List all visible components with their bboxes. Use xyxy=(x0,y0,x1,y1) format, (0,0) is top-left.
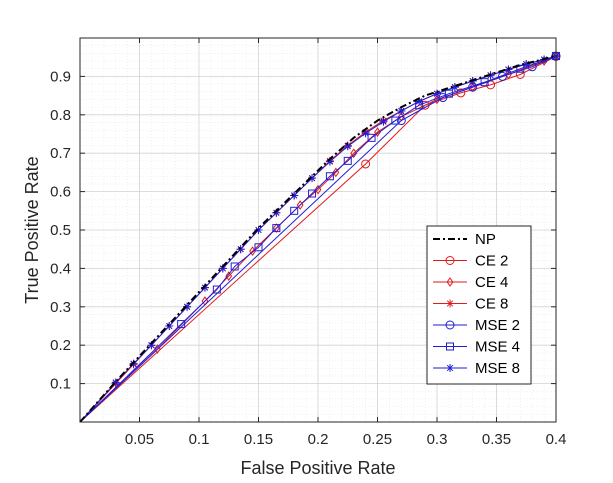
data-point xyxy=(200,283,209,292)
data-point xyxy=(230,262,239,271)
data-point xyxy=(361,129,370,138)
legend-label: MSE 8 xyxy=(475,360,520,377)
legend-marker xyxy=(446,277,454,287)
x-tick-label: 0.1 xyxy=(189,431,210,448)
legend-item: CE 8 xyxy=(433,296,508,313)
legend-label: CE 2 xyxy=(475,253,508,270)
data-point xyxy=(249,246,256,256)
legend-item: NP xyxy=(433,231,496,248)
data-point xyxy=(147,341,156,350)
tick-marks xyxy=(80,38,557,422)
data-point xyxy=(343,142,352,151)
y-tick-label: 0.3 xyxy=(50,299,71,316)
y-tick-label: 0.7 xyxy=(50,145,71,162)
y-tick-label: 0.4 xyxy=(50,260,71,277)
data-point xyxy=(325,172,334,181)
x-tick-label: 0.2 xyxy=(308,431,329,448)
legend-marker xyxy=(445,320,455,330)
data-point xyxy=(212,285,221,294)
legend-marker xyxy=(446,364,454,372)
legend-marker xyxy=(446,299,454,308)
series-line xyxy=(79,55,557,423)
legend-label: CE 8 xyxy=(475,296,508,313)
data-point xyxy=(290,206,299,215)
data-point xyxy=(290,191,299,200)
data-point xyxy=(111,378,120,387)
data-point xyxy=(391,116,400,125)
series-line xyxy=(79,55,557,423)
data-point xyxy=(325,157,334,166)
series-np xyxy=(79,54,557,423)
data-point xyxy=(361,159,371,169)
data-point xyxy=(516,64,525,73)
y-tick-label: 0.5 xyxy=(50,222,71,239)
legend-item: CE 2 xyxy=(433,253,508,270)
data-point xyxy=(480,78,489,87)
y-tick-label: 0.8 xyxy=(50,107,71,124)
legend-label: NP xyxy=(475,231,496,248)
data-point xyxy=(308,174,317,183)
x-tick-label: 0.3 xyxy=(427,431,448,448)
legend-label: CE 4 xyxy=(475,274,508,291)
data-point xyxy=(272,208,281,217)
y-tick-label: 0.6 xyxy=(50,184,71,201)
data-point xyxy=(343,156,352,165)
data-point xyxy=(314,184,322,195)
legend-item: MSE 4 xyxy=(433,339,520,356)
data-point xyxy=(397,106,406,115)
x-tick-label: 0.15 xyxy=(244,431,273,448)
data-point xyxy=(225,271,233,281)
legend-item: MSE 2 xyxy=(433,317,520,334)
data-point xyxy=(254,226,263,234)
data-point xyxy=(522,60,531,69)
x-tick-label: 0.4 xyxy=(546,431,567,448)
x-axis-label: False Positive Rate xyxy=(240,458,395,478)
series-layer xyxy=(79,51,561,423)
data-point xyxy=(450,83,459,92)
y-tick-label: 0.2 xyxy=(50,337,71,354)
x-tick-label: 0.05 xyxy=(125,431,154,448)
y-tick-labels: 0.1 0.2 0.3 0.4 0.5 0.6 0.7 0.8 0.9 xyxy=(50,68,71,392)
data-point xyxy=(332,167,340,178)
y-tick-label: 0.1 xyxy=(50,376,71,393)
series-line xyxy=(79,55,557,423)
data-point xyxy=(415,97,424,106)
legend-box xyxy=(426,225,532,385)
data-point xyxy=(183,302,192,311)
data-point xyxy=(254,243,263,252)
x-tick-label: 0.35 xyxy=(482,431,511,448)
legend-marker xyxy=(446,342,454,351)
y-tick-label: 0.9 xyxy=(50,68,71,85)
x-tick-labels: 0.05 0.1 0.15 0.2 0.25 0.3 0.35 0.4 xyxy=(125,431,567,448)
legend-label: MSE 4 xyxy=(475,339,520,356)
data-point xyxy=(497,71,507,81)
legend-marker xyxy=(445,256,455,265)
data-point xyxy=(379,117,388,126)
data-point xyxy=(177,320,186,329)
legend-item: MSE 8 xyxy=(433,360,520,377)
data-point xyxy=(444,89,453,98)
data-point xyxy=(433,89,441,98)
x-tick-label: 0.25 xyxy=(363,431,392,448)
legend-item: CE 4 xyxy=(433,274,508,291)
data-point xyxy=(504,69,512,80)
data-point xyxy=(272,224,281,233)
y-axis-label: True Positive Rate xyxy=(22,156,42,303)
data-point xyxy=(350,148,358,159)
data-point xyxy=(165,322,174,330)
series-line xyxy=(79,54,557,423)
data-point xyxy=(374,127,381,137)
data-point xyxy=(308,189,317,198)
data-point xyxy=(236,245,245,254)
legend-label: MSE 2 xyxy=(475,317,520,334)
legend: NP CE 2 CE 4 CE 8 MSE 2 MSE 4 MSE 8 xyxy=(426,225,532,385)
data-point xyxy=(367,133,376,142)
data-point xyxy=(218,264,227,273)
